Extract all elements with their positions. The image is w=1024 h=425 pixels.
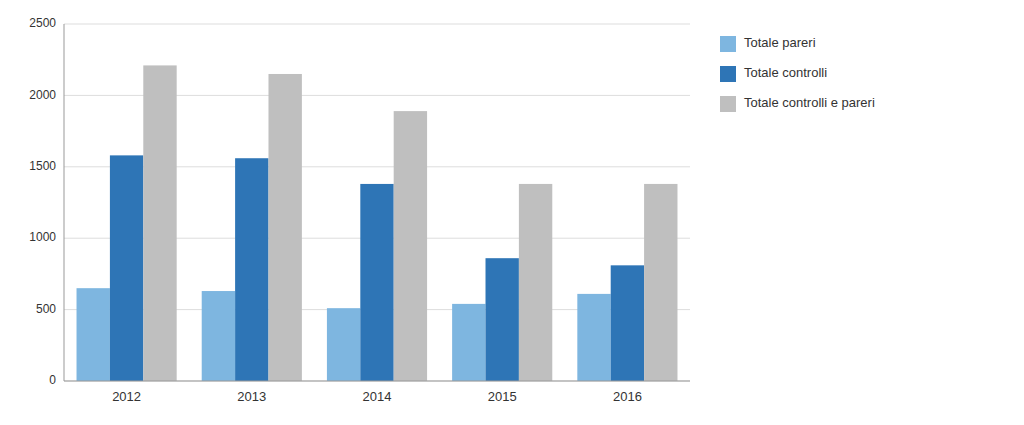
bar: [110, 155, 143, 381]
legend-swatch: [720, 96, 736, 112]
bar: [577, 294, 610, 381]
x-tick-label: 2015: [488, 389, 517, 404]
y-axis: 0 500 1000 1500 2000 2500: [29, 16, 56, 387]
bar: [327, 308, 360, 381]
chart: 0 500 1000 1500 2000 2500 2012 2013 2014 2015 2016…: [0, 0, 1024, 425]
y-tick-label: 2000: [29, 88, 56, 102]
x-axis-line: [64, 381, 690, 382]
bar: [644, 184, 677, 381]
bar: [486, 258, 519, 381]
bar: [394, 111, 427, 381]
y-axis-line: [64, 24, 65, 381]
bar: [519, 184, 552, 381]
grid-line: [64, 24, 690, 25]
grid-line: [64, 381, 690, 382]
y-tick-label: 1500: [29, 159, 56, 173]
bar: [611, 265, 644, 381]
legend-label: Totale controlli: [744, 65, 827, 80]
x-tick-label: 2016: [613, 389, 642, 404]
bar: [360, 184, 393, 381]
legend-label: Totale pareri: [744, 35, 816, 50]
y-tick-label: 0: [49, 373, 56, 387]
legend-swatch: [720, 66, 736, 82]
bar: [235, 158, 268, 381]
chart-container: 0 500 1000 1500 2000 2500 2012 2013 2014 2015 2016…: [0, 0, 1024, 425]
bar: [202, 291, 235, 381]
y-tick-label: 500: [36, 302, 56, 316]
bar: [77, 288, 110, 381]
legend-label: Totale controlli e pareri: [744, 95, 875, 110]
y-tick-label: 2500: [29, 16, 56, 30]
x-tick-label: 2014: [363, 389, 392, 404]
legend: Totale pareri Totale controlli Totale cont…: [720, 35, 875, 112]
bar: [268, 74, 301, 381]
legend-swatch: [720, 36, 736, 52]
grid: [64, 24, 690, 381]
y-tick-label: 1000: [29, 230, 56, 244]
bar: [143, 65, 176, 381]
x-axis: 2012 2013 2014 2015 2016: [112, 389, 642, 404]
x-tick-label: 2012: [112, 389, 141, 404]
bar: [452, 304, 485, 381]
bars: [77, 65, 678, 381]
x-tick-label: 2013: [237, 389, 266, 404]
